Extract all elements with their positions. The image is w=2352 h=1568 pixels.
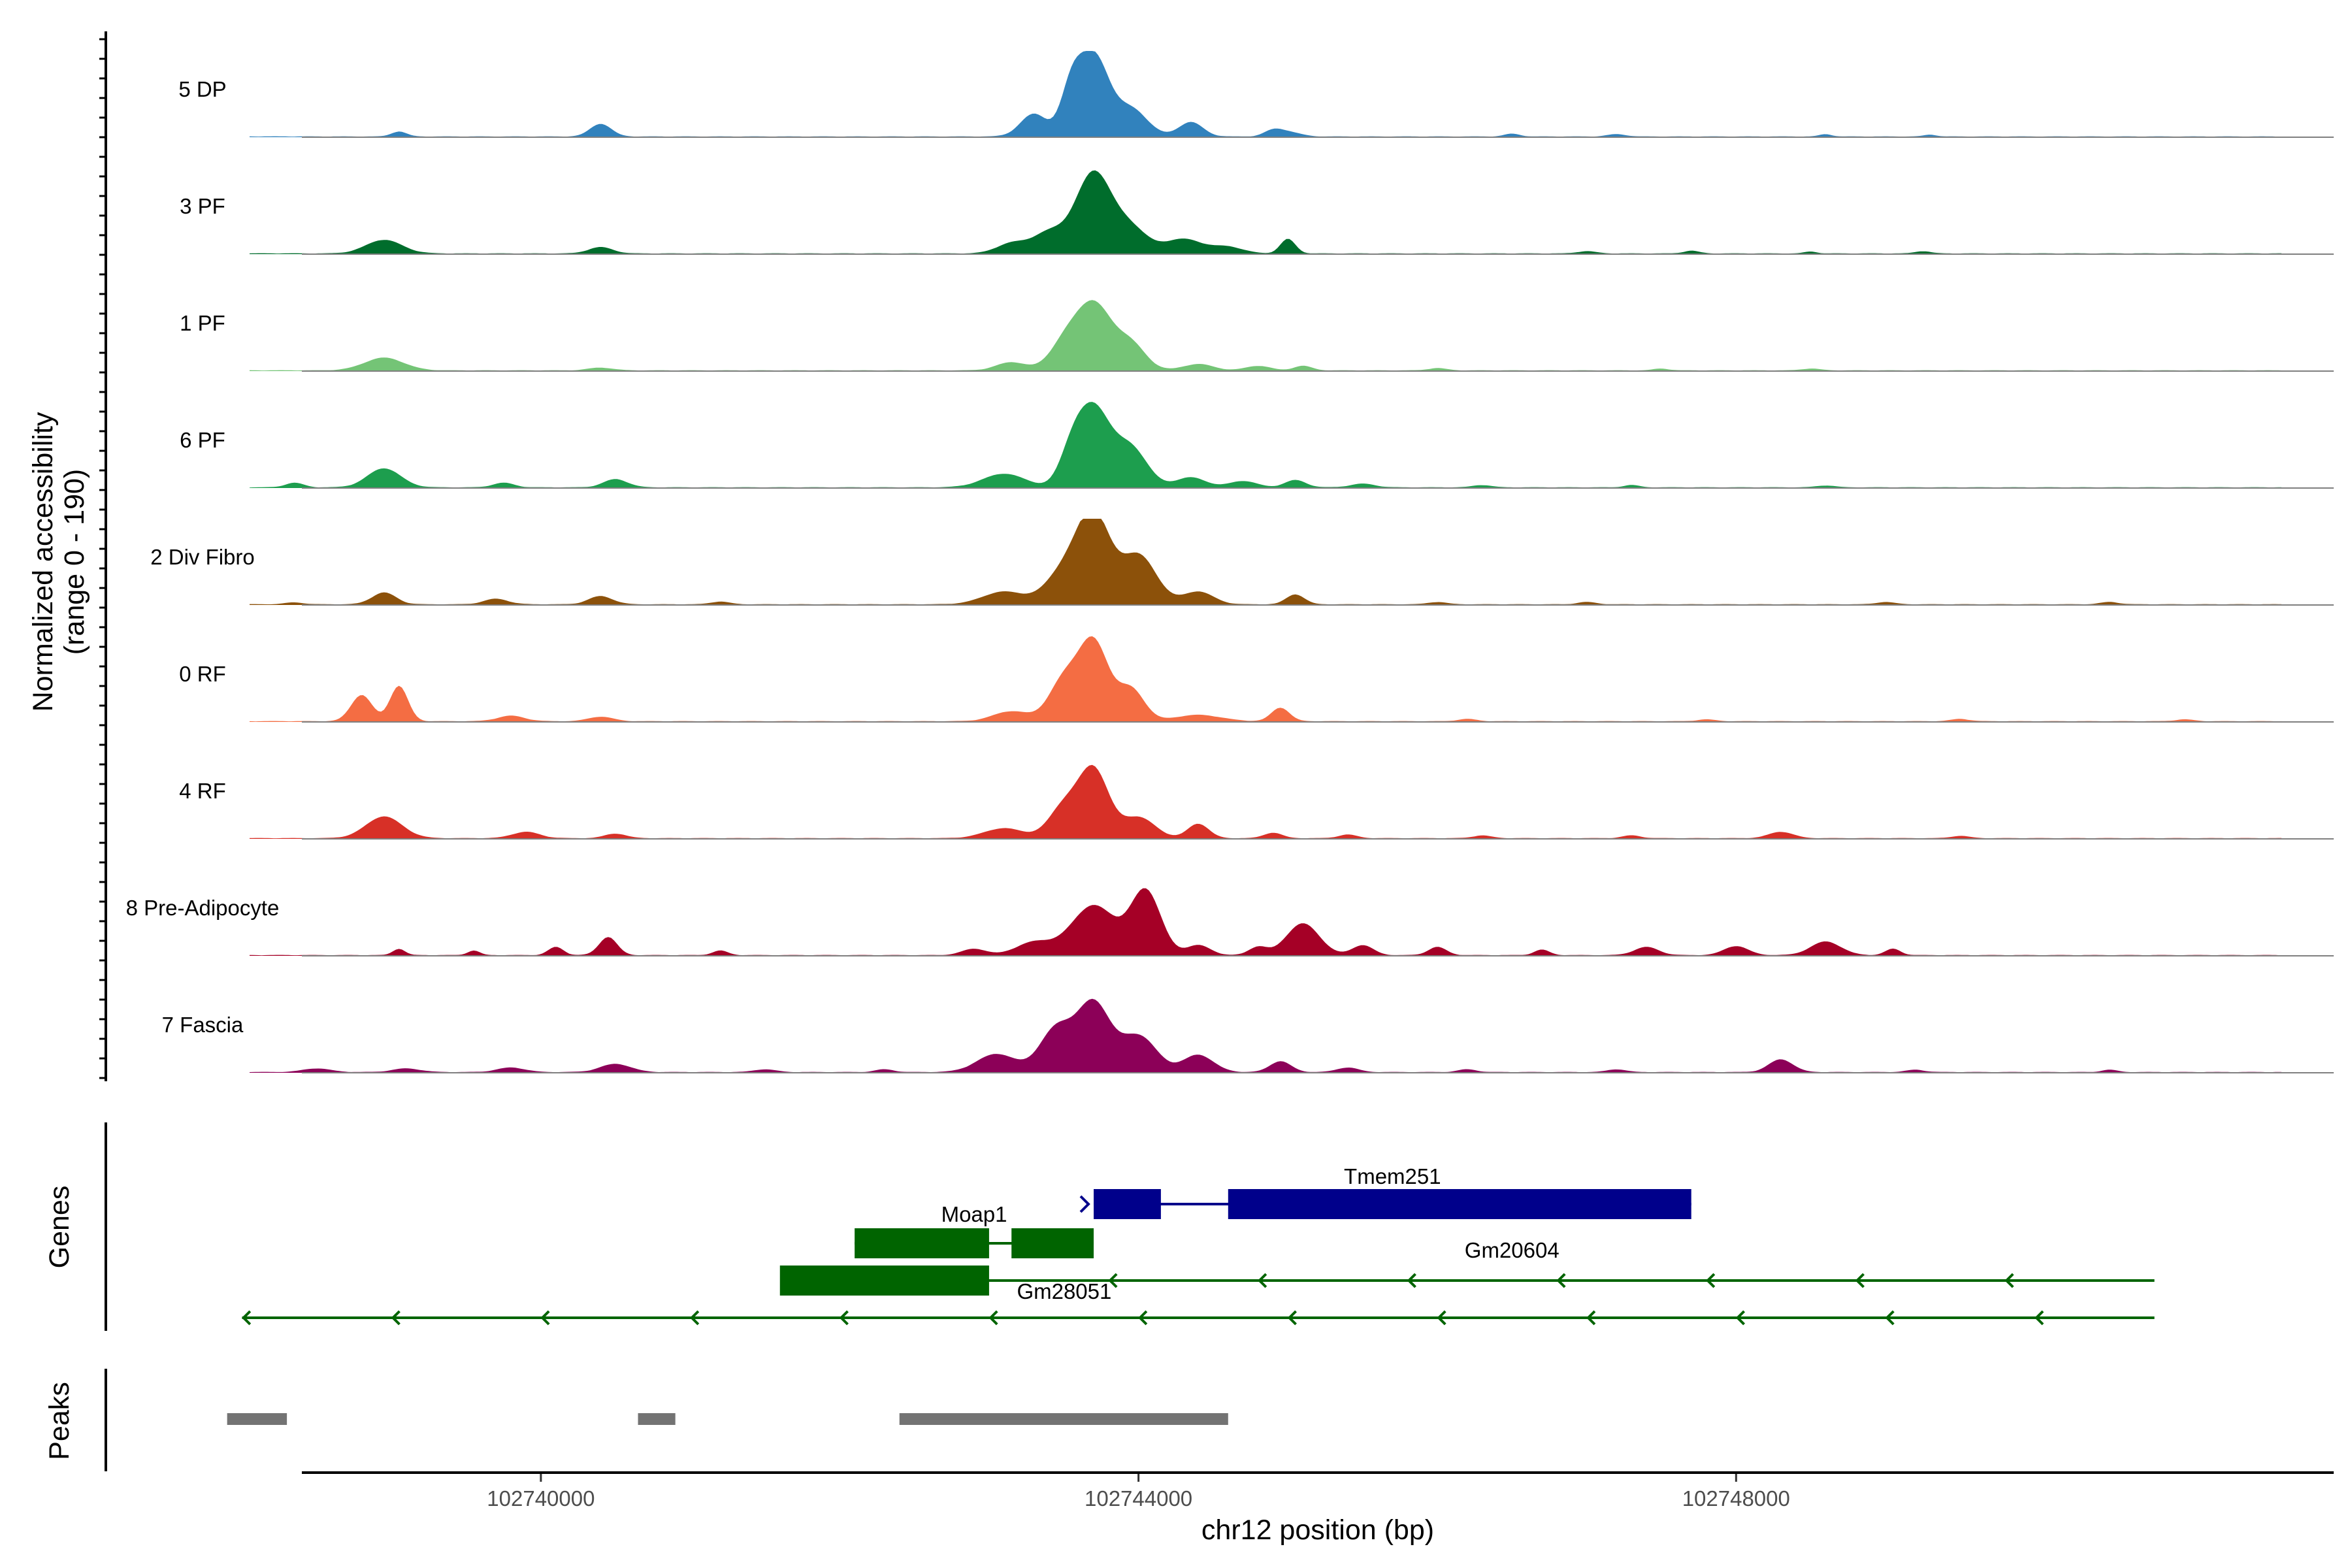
- track-label-3: 6 PF: [180, 428, 225, 452]
- track-label-5: 0 RF: [179, 662, 226, 686]
- gene-label-3: Gm20604: [1465, 1238, 1560, 1262]
- strand-arrow: [690, 1310, 700, 1326]
- gene-exon: [779, 1266, 989, 1296]
- strand-arrow: [1735, 1310, 1745, 1326]
- peaks-panel: [227, 1413, 1228, 1425]
- strand-arrow: [988, 1310, 998, 1326]
- strand-arrow: [1138, 1310, 1148, 1326]
- peaks-panel-title: Peaks: [44, 1382, 75, 1460]
- x-axis-ticks: 102740000 102744000 102748000: [487, 1474, 1790, 1511]
- strand-arrow: [1407, 1273, 1416, 1288]
- peak-region-1: [638, 1413, 676, 1425]
- strand-arrow: [1855, 1273, 1865, 1288]
- gene-exon: [855, 1228, 989, 1258]
- strand-arrow: [540, 1310, 550, 1326]
- genes-panel-title: Genes: [44, 1186, 75, 1269]
- strand-arrow: [391, 1310, 400, 1326]
- track-label-4: 2 Div Fibro: [150, 545, 255, 569]
- strand-arrow: [2034, 1310, 2044, 1326]
- strand-arrow: [1257, 1273, 1267, 1288]
- genes-panel: Tmem251 Moap1 Gm28051 Gm20604: [241, 1164, 2155, 1326]
- strand-arrow: [1108, 1273, 1118, 1288]
- track-label-2: 1 PF: [180, 311, 225, 335]
- track-label-1: 3 PF: [180, 194, 225, 218]
- strand-arrow: [958, 1273, 968, 1288]
- strand-arrow: [839, 1310, 849, 1326]
- x-tick-label-0: 102740000: [487, 1486, 595, 1511]
- peak-region-2: [899, 1413, 1228, 1425]
- track-labels: 5 DP 3 PF 1 PF 6 PF 2 Div Fibro 0 RF 4 RF 8 Pre…: [126, 77, 280, 1037]
- gene-label-1: Moap1: [941, 1202, 1007, 1226]
- strand-arrow: [2004, 1273, 2014, 1288]
- gene-exon: [1093, 1189, 1161, 1219]
- x-tick-label-1: 102744000: [1085, 1486, 1192, 1511]
- gene-exon: [1228, 1189, 1691, 1219]
- strand-arrow: [1586, 1310, 1596, 1326]
- strand-arrow: [1437, 1310, 1446, 1326]
- track-label-7: 8 Pre-Adipocyte: [126, 896, 280, 920]
- strand-arrow: [1079, 1195, 1090, 1213]
- strand-arrow: [1885, 1310, 1895, 1326]
- strand-arrow: [1556, 1273, 1566, 1288]
- x-axis-title: chr12 position (bp): [1201, 1514, 1434, 1546]
- strand-arrow: [1706, 1273, 1716, 1288]
- x-tick-label-2: 102748000: [1682, 1486, 1790, 1511]
- strand-arrow: [1287, 1310, 1297, 1326]
- peak-region-0: [227, 1413, 287, 1425]
- gene-exon: [1011, 1228, 1094, 1258]
- y-axis-title-line1: Normalized accessibility: [27, 412, 59, 711]
- track-label-8: 7 Fascia: [162, 1013, 244, 1037]
- gene-label-0: Tmem251: [1344, 1164, 1441, 1188]
- track-label-0: 5 DP: [178, 77, 226, 101]
- coverage-tracks: [250, 51, 2334, 1073]
- strand-arrow: [241, 1310, 252, 1326]
- y-axis-title-line2: (range 0 - 190): [59, 469, 90, 655]
- track-label-6: 4 RF: [179, 779, 226, 803]
- gene-label-2: Gm28051: [1017, 1279, 1111, 1303]
- y-axis-ticks: [99, 38, 106, 1079]
